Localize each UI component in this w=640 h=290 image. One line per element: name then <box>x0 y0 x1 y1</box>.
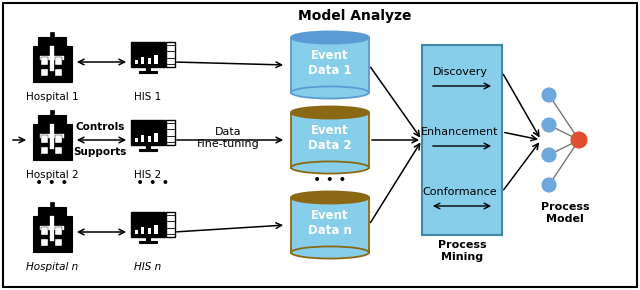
FancyBboxPatch shape <box>291 113 369 168</box>
FancyBboxPatch shape <box>166 119 175 145</box>
Text: Hospital 2: Hospital 2 <box>26 170 78 180</box>
Text: Process
Mining: Process Mining <box>438 240 486 262</box>
FancyBboxPatch shape <box>141 57 145 64</box>
FancyBboxPatch shape <box>38 207 67 216</box>
FancyBboxPatch shape <box>148 136 151 142</box>
FancyBboxPatch shape <box>139 149 157 151</box>
Text: Hospital 1: Hospital 1 <box>26 92 78 102</box>
FancyBboxPatch shape <box>131 212 165 237</box>
FancyBboxPatch shape <box>55 227 63 235</box>
FancyBboxPatch shape <box>154 133 157 142</box>
FancyBboxPatch shape <box>41 146 49 154</box>
Circle shape <box>542 118 556 132</box>
FancyBboxPatch shape <box>141 135 145 142</box>
Text: HIS 1: HIS 1 <box>134 92 162 102</box>
FancyBboxPatch shape <box>422 45 502 235</box>
Ellipse shape <box>291 106 369 119</box>
FancyBboxPatch shape <box>134 230 138 234</box>
Text: Enhancement: Enhancement <box>421 127 499 137</box>
FancyBboxPatch shape <box>166 41 175 67</box>
Ellipse shape <box>291 162 369 173</box>
Text: Process
Model: Process Model <box>541 202 589 224</box>
Text: Controls: Controls <box>76 122 125 132</box>
Circle shape <box>542 88 556 102</box>
FancyBboxPatch shape <box>55 146 63 154</box>
FancyBboxPatch shape <box>139 71 157 73</box>
Text: HIS n: HIS n <box>134 262 162 272</box>
FancyBboxPatch shape <box>50 110 54 115</box>
FancyBboxPatch shape <box>146 145 150 149</box>
Text: • • •: • • • <box>136 176 170 190</box>
FancyBboxPatch shape <box>146 237 150 241</box>
Circle shape <box>571 132 587 148</box>
FancyBboxPatch shape <box>291 37 369 93</box>
FancyBboxPatch shape <box>41 68 49 76</box>
FancyBboxPatch shape <box>134 213 163 235</box>
Text: Event
Data n: Event Data n <box>308 209 352 237</box>
Text: Model Analyze: Model Analyze <box>298 9 412 23</box>
Text: Data
Fine-tuning: Data Fine-tuning <box>196 127 259 149</box>
Text: Supports: Supports <box>74 147 127 157</box>
FancyBboxPatch shape <box>41 227 49 235</box>
FancyBboxPatch shape <box>139 241 157 243</box>
Circle shape <box>542 148 556 162</box>
Text: Conformance: Conformance <box>422 187 497 197</box>
FancyBboxPatch shape <box>148 58 151 64</box>
Text: HIS 2: HIS 2 <box>134 170 162 180</box>
FancyBboxPatch shape <box>33 124 72 160</box>
Circle shape <box>542 178 556 192</box>
Ellipse shape <box>291 246 369 259</box>
Ellipse shape <box>291 86 369 99</box>
Ellipse shape <box>291 191 369 204</box>
FancyBboxPatch shape <box>134 43 163 65</box>
Text: • • •: • • • <box>313 173 347 187</box>
FancyBboxPatch shape <box>33 216 72 251</box>
FancyBboxPatch shape <box>141 226 145 234</box>
FancyBboxPatch shape <box>50 32 54 37</box>
FancyBboxPatch shape <box>166 212 175 237</box>
FancyBboxPatch shape <box>38 37 67 46</box>
FancyBboxPatch shape <box>134 59 138 64</box>
Text: Discovery: Discovery <box>433 67 488 77</box>
FancyBboxPatch shape <box>154 55 157 64</box>
FancyBboxPatch shape <box>131 41 165 67</box>
Ellipse shape <box>291 31 369 44</box>
FancyBboxPatch shape <box>41 57 49 65</box>
Text: Event
Data 1: Event Data 1 <box>308 49 352 77</box>
FancyBboxPatch shape <box>55 68 63 76</box>
FancyBboxPatch shape <box>3 3 637 287</box>
FancyBboxPatch shape <box>55 135 63 143</box>
Text: Hospital n: Hospital n <box>26 262 78 272</box>
FancyBboxPatch shape <box>146 67 150 71</box>
FancyBboxPatch shape <box>55 238 63 246</box>
FancyBboxPatch shape <box>134 121 163 143</box>
FancyBboxPatch shape <box>50 202 54 207</box>
FancyBboxPatch shape <box>148 228 151 234</box>
FancyBboxPatch shape <box>134 137 138 142</box>
FancyBboxPatch shape <box>38 115 67 124</box>
FancyBboxPatch shape <box>41 238 49 246</box>
FancyBboxPatch shape <box>33 46 72 81</box>
FancyBboxPatch shape <box>131 119 165 145</box>
FancyBboxPatch shape <box>55 57 63 65</box>
Text: Event
Data 2: Event Data 2 <box>308 124 352 152</box>
FancyBboxPatch shape <box>291 197 369 253</box>
FancyBboxPatch shape <box>41 135 49 143</box>
Text: • • •: • • • <box>35 176 68 190</box>
FancyBboxPatch shape <box>154 225 157 234</box>
